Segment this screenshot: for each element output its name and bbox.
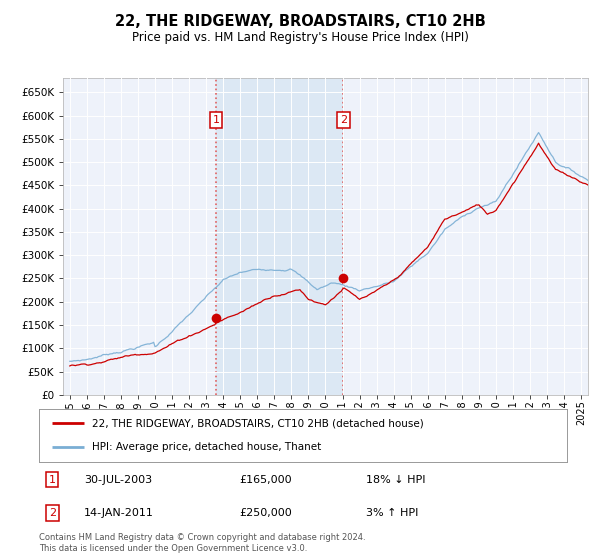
- Text: 1: 1: [212, 115, 220, 125]
- Text: 22, THE RIDGEWAY, BROADSTAIRS, CT10 2HB: 22, THE RIDGEWAY, BROADSTAIRS, CT10 2HB: [115, 14, 485, 29]
- Text: 1: 1: [49, 475, 56, 484]
- Bar: [216, 78, 343, 395]
- Text: 18% ↓ HPI: 18% ↓ HPI: [367, 475, 426, 484]
- Text: Price paid vs. HM Land Registry's House Price Index (HPI): Price paid vs. HM Land Registry's House …: [131, 31, 469, 44]
- Text: 2: 2: [49, 508, 56, 518]
- Text: 22, THE RIDGEWAY, BROADSTAIRS, CT10 2HB (detached house): 22, THE RIDGEWAY, BROADSTAIRS, CT10 2HB …: [92, 418, 424, 428]
- Text: Contains HM Land Registry data © Crown copyright and database right 2024.
This d: Contains HM Land Registry data © Crown c…: [39, 533, 365, 553]
- Text: 30-JUL-2003: 30-JUL-2003: [84, 475, 152, 484]
- Text: 3% ↑ HPI: 3% ↑ HPI: [367, 508, 419, 518]
- Text: 2: 2: [340, 115, 347, 125]
- Text: £250,000: £250,000: [239, 508, 292, 518]
- Text: HPI: Average price, detached house, Thanet: HPI: Average price, detached house, Than…: [92, 442, 321, 452]
- Text: £165,000: £165,000: [239, 475, 292, 484]
- Text: 14-JAN-2011: 14-JAN-2011: [84, 508, 154, 518]
